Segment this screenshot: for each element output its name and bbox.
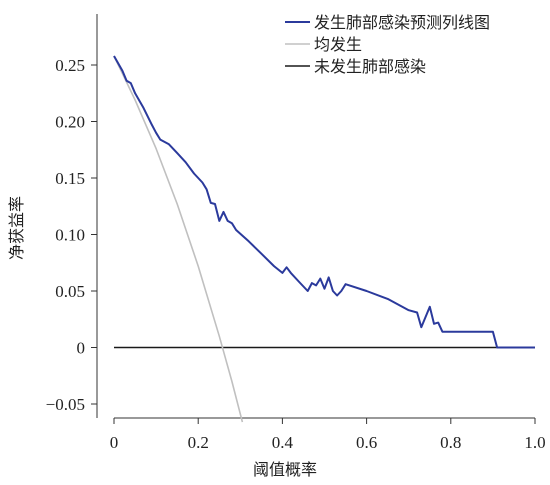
- y-tick-label: 0.25: [55, 56, 85, 75]
- legend-label-treat-all: 均发生: [314, 35, 362, 54]
- y-tick-label: 0.15: [55, 169, 85, 188]
- x-tick-label: 1.0: [524, 433, 545, 452]
- y-tick-label: 0.10: [55, 226, 85, 245]
- legend-label-treat-none: 未发生肺部感染: [314, 57, 426, 76]
- axes: 0.25 0.20 0.15 0.10 0.05 0 −0.05 0 0.2 0.4 0.6 0.8 1…: [46, 14, 546, 452]
- series-line-nomogram: [113, 55, 535, 349]
- y-tick-label: 0: [77, 339, 86, 358]
- x-tick-label: 0.2: [188, 433, 209, 452]
- series-line-treat-all: [113, 55, 244, 423]
- x-tick-label: 0.6: [356, 433, 377, 452]
- x-tick-label: 0.4: [272, 433, 294, 452]
- y-tick-label: 0.05: [55, 282, 85, 301]
- legend-label-nomogram: 发生肺部感染预测列线图: [314, 13, 490, 32]
- y-tick-label: 0.20: [55, 113, 85, 132]
- x-tick-label: 0.8: [440, 433, 461, 452]
- y-axis-title: 净获益率: [7, 196, 26, 260]
- legend: 发生肺部感染预测列线图 均发生 未发生肺部感染: [285, 13, 490, 76]
- x-axis-title: 阈值概率: [253, 460, 317, 479]
- x-tick-label: 0: [110, 433, 119, 452]
- y-tick-label: −0.05: [46, 395, 85, 414]
- series-layer: [113, 55, 535, 423]
